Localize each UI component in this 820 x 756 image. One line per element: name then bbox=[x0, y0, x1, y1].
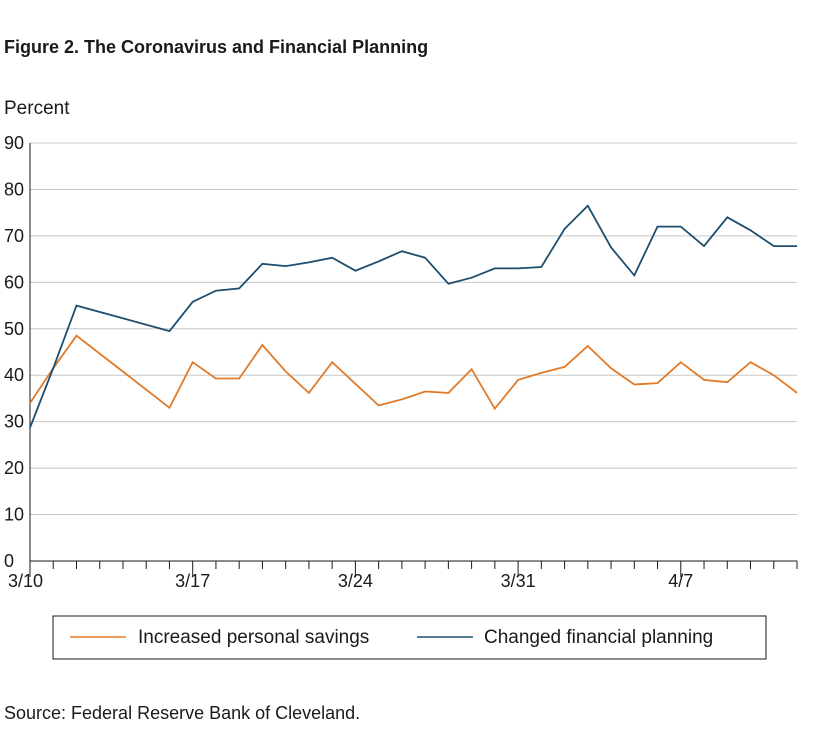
x-axis-ticks: 3/10 3/17 3/24 3/31 4/7 bbox=[8, 561, 798, 591]
x-tick-label-3-24: 3/24 bbox=[338, 571, 373, 591]
axes bbox=[29, 143, 797, 562]
chart-title: Figure 2. The Coronavirus and Financial … bbox=[4, 37, 428, 57]
y-tick-label-10: 10 bbox=[4, 505, 24, 525]
y-tick-label-70: 70 bbox=[4, 226, 24, 246]
legend: Increased personal savings Changed finan… bbox=[52, 615, 767, 660]
x-tick-label-3-10: 3/10 bbox=[8, 571, 43, 591]
y-tick-label-60: 60 bbox=[4, 272, 24, 292]
y-tick-label-80: 80 bbox=[4, 179, 24, 199]
y-axis-label: Percent bbox=[4, 98, 70, 119]
y-tick-label-30: 30 bbox=[4, 412, 24, 432]
x-tick-label-3-31: 3/31 bbox=[501, 571, 536, 591]
gridlines bbox=[30, 142, 797, 516]
y-tick-label-0: 0 bbox=[4, 551, 14, 571]
x-tick-label-3-17: 3/17 bbox=[175, 571, 210, 591]
x-tick-label-4-7: 4/7 bbox=[668, 571, 693, 591]
legend-label-planning: Changed financial planning bbox=[484, 627, 713, 648]
y-tick-label-50: 50 bbox=[4, 319, 24, 339]
y-tick-label-40: 40 bbox=[4, 365, 24, 385]
legend-label-savings: Increased personal savings bbox=[138, 627, 369, 648]
series-line-planning bbox=[29, 204, 797, 429]
y-axis-ticks: 0 10 20 30 40 50 60 70 80 90 bbox=[4, 133, 24, 571]
series-lines bbox=[29, 204, 798, 429]
y-tick-label-20: 20 bbox=[4, 458, 24, 478]
series-line-savings bbox=[29, 334, 798, 411]
y-tick-label-90: 90 bbox=[4, 133, 24, 153]
legend-box bbox=[52, 615, 767, 660]
source-note: Source: Federal Reserve Bank of Clevelan… bbox=[4, 703, 360, 723]
